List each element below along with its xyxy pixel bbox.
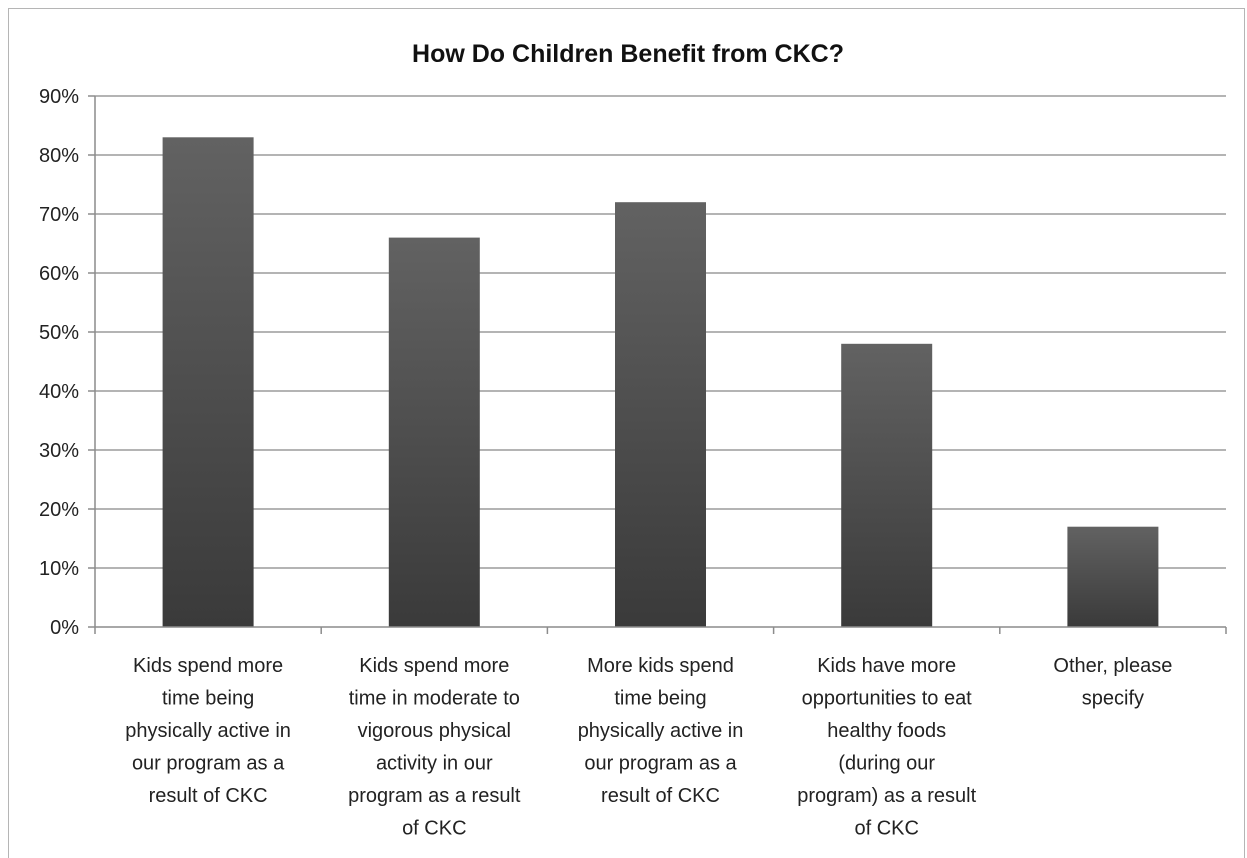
y-tick-label: 70%	[39, 204, 79, 226]
y-tick-label: 80%	[39, 145, 79, 167]
y-tick-label: 20%	[39, 499, 79, 521]
x-tick-label: Kids spend more time in moderate to vigoro…	[348, 655, 521, 840]
y-tick-label: 60%	[39, 263, 79, 285]
x-tick-labels: Kids spend more time being physically acti…	[125, 655, 1172, 840]
x-tick-label: More kids spend time being physically acti…	[578, 655, 744, 807]
bar	[841, 343, 933, 627]
y-tick-label: 30%	[39, 440, 79, 462]
chart-title: How Do Children Benefit from CKC?	[412, 40, 844, 68]
y-tick-label: 0%	[50, 617, 79, 639]
bar	[615, 202, 706, 627]
y-tick-labels: 0% 10% 20% 30% 40% 50% 60% 70% 80% 90%	[39, 86, 79, 639]
bars	[162, 137, 1159, 628]
y-tick-label: 40%	[39, 381, 79, 403]
bar	[162, 137, 254, 628]
y-tick-label: 90%	[39, 86, 79, 108]
axes	[88, 95, 1227, 634]
x-tick-label: Other, please specify	[1053, 655, 1172, 710]
y-tick-label: 50%	[39, 322, 79, 344]
bar	[388, 237, 480, 627]
x-tick-label: Kids have more opportunities to eat health…	[797, 655, 976, 840]
y-tick-label: 10%	[39, 558, 79, 580]
bar	[1067, 526, 1159, 627]
x-tick-label: Kids spend more time being physically acti…	[125, 655, 291, 807]
